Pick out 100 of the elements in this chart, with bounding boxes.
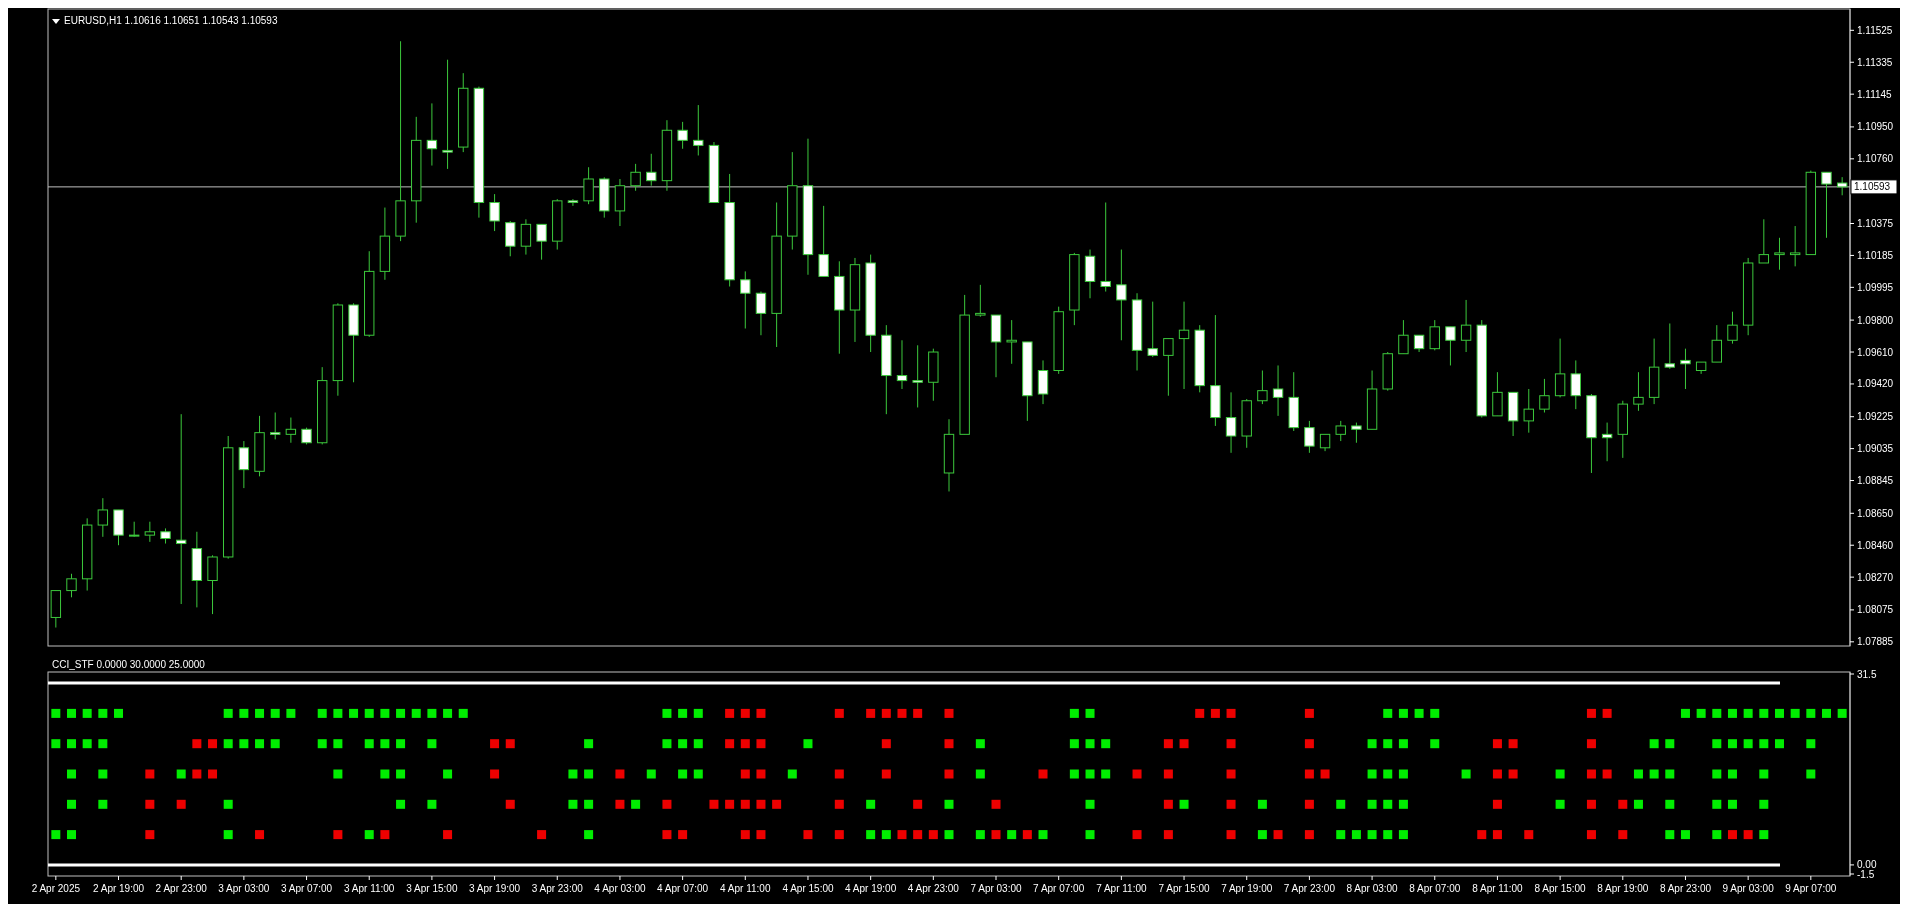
point: [396, 769, 406, 779]
point: [740, 769, 750, 779]
y-tick-label: 1.11525: [1857, 24, 1893, 36]
point: [1618, 830, 1628, 840]
point: [787, 769, 797, 779]
point: [1680, 708, 1690, 718]
candlestick: [1539, 378, 1550, 413]
candlestick: [1680, 348, 1691, 390]
point: [1743, 739, 1753, 749]
point: [1696, 708, 1706, 718]
point: [396, 799, 406, 809]
candlestick: [1570, 359, 1581, 410]
point: [631, 799, 641, 809]
point: [1179, 739, 1189, 749]
point: [1727, 769, 1737, 779]
candlestick: [505, 220, 516, 257]
point: [1806, 708, 1816, 718]
point: [349, 708, 359, 718]
point: [1398, 799, 1408, 809]
point: [364, 830, 374, 840]
point: [1398, 769, 1408, 779]
point: [333, 739, 343, 749]
point: [317, 739, 327, 749]
y-tick-label: 1.08845: [1857, 475, 1894, 487]
y-tick-label: 1.10950: [1857, 121, 1894, 133]
point: [740, 739, 750, 749]
y-tick-label: 1.09995: [1857, 281, 1894, 293]
y-tick-label: 1.08075: [1857, 604, 1894, 616]
y-tick-label: 1.11145: [1857, 88, 1893, 100]
point: [176, 769, 186, 779]
point: [662, 739, 672, 749]
point: [803, 830, 813, 840]
candlestick: [1100, 202, 1111, 293]
x-tick-label: 4 Apr 19:00: [845, 883, 897, 894]
point: [740, 708, 750, 718]
candlestick: [1727, 311, 1738, 345]
point: [1680, 830, 1690, 840]
point: [114, 708, 124, 718]
point: [380, 769, 390, 779]
point: [239, 739, 249, 749]
x-tick-label: 2 Apr 23:00: [155, 883, 208, 894]
point: [1304, 708, 1314, 718]
candlestick: [238, 440, 250, 489]
point: [67, 830, 76, 840]
point: [1101, 769, 1111, 779]
chart-title: CCI_STF 0.0000 30.0000 25.0000: [52, 659, 206, 670]
candlestick: [1304, 420, 1315, 454]
x-tick-label: 9 Apr 07:00: [1785, 883, 1837, 894]
point: [223, 739, 233, 749]
point: [1477, 830, 1487, 840]
point: [1727, 708, 1737, 718]
candlestick: [1257, 370, 1268, 405]
point: [192, 739, 202, 749]
point: [1226, 708, 1236, 718]
point: [756, 830, 766, 840]
point: [756, 799, 766, 809]
point: [1633, 769, 1643, 779]
point: [913, 799, 923, 809]
candlestick: [175, 413, 187, 605]
point: [1383, 799, 1393, 809]
point: [380, 708, 390, 718]
point: [1602, 769, 1612, 779]
point: [1022, 830, 1032, 840]
point: [834, 769, 844, 779]
point: [82, 739, 92, 749]
point: [1665, 830, 1675, 840]
point: [98, 769, 108, 779]
x-tick-label: 4 Apr 15:00: [782, 883, 834, 894]
candlestick: [1492, 371, 1503, 417]
x-tick-label: 3 Apr 03:00: [218, 883, 270, 894]
candlestick: [536, 223, 547, 261]
candlestick: [975, 284, 986, 318]
x-tick-label: 3 Apr 15:00: [406, 883, 458, 894]
point: [725, 799, 735, 809]
point: [98, 708, 108, 718]
point: [662, 708, 672, 718]
point: [145, 830, 155, 840]
point: [1257, 799, 1267, 809]
point: [1085, 830, 1095, 840]
point: [881, 769, 891, 779]
point: [1492, 739, 1502, 749]
point: [67, 739, 76, 749]
point: [51, 708, 61, 718]
y-tick-label: 1.09800: [1857, 314, 1894, 326]
candlestick: [66, 573, 77, 598]
point: [67, 799, 76, 809]
candlestick: [97, 497, 109, 538]
point: [1414, 708, 1424, 718]
point: [537, 830, 547, 840]
candlestick: [677, 121, 688, 150]
point: [223, 708, 233, 718]
point: [1492, 799, 1502, 809]
candlestick: [896, 339, 908, 390]
point: [1759, 739, 1769, 749]
candlestick: [270, 412, 281, 440]
candlestick: [1178, 301, 1190, 390]
y-tick-label: 1.10185: [1857, 249, 1894, 261]
point: [1712, 708, 1722, 718]
point: [944, 708, 954, 718]
point: [1085, 739, 1095, 749]
